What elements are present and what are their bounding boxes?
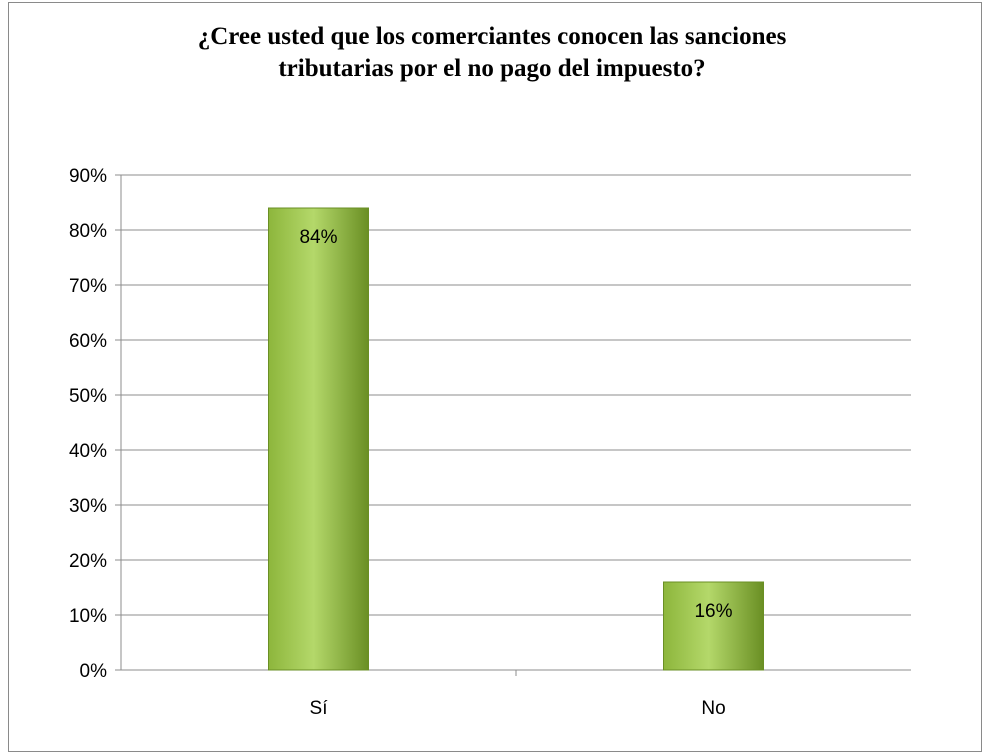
y-axis-tick-labels: 0% 10% 20% 30% 40% 50% 60% 70% 80% 90% bbox=[69, 166, 107, 682]
y-tick-label: 20% bbox=[69, 551, 107, 572]
y-tick-label: 10% bbox=[69, 606, 107, 627]
gridlines bbox=[115, 174, 911, 671]
bar-no bbox=[663, 581, 764, 671]
data-labels: 84% 16% bbox=[299, 227, 732, 622]
y-tick-label: 0% bbox=[80, 661, 108, 682]
x-tick-label: Sí bbox=[310, 698, 329, 719]
chart-title-line-2: tributarias por el no pago del impuesto? bbox=[278, 55, 706, 82]
y-tick-label: 40% bbox=[69, 441, 107, 462]
x-tick-label: No bbox=[701, 698, 725, 719]
y-tick-label: 80% bbox=[69, 221, 107, 242]
chart-title-line-1: ¿Cree usted que los comerciantes conocen… bbox=[197, 23, 787, 50]
y-tick-label: 60% bbox=[69, 331, 107, 352]
x-axis-tick-labels: Sí No bbox=[310, 698, 726, 719]
bars bbox=[268, 207, 764, 671]
bar-si bbox=[268, 207, 369, 671]
y-tick-label: 30% bbox=[69, 496, 107, 517]
data-label: 16% bbox=[694, 601, 732, 622]
chart-frame: ¿Cree usted que los comerciantes conocen… bbox=[8, 2, 982, 752]
y-tick-label: 90% bbox=[69, 166, 107, 187]
chart-title: ¿Cree usted que los comerciantes conocen… bbox=[9, 21, 975, 85]
axes bbox=[120, 175, 911, 676]
y-tick-label: 70% bbox=[69, 276, 107, 297]
data-label: 84% bbox=[299, 227, 337, 248]
y-tick-label: 50% bbox=[69, 386, 107, 407]
